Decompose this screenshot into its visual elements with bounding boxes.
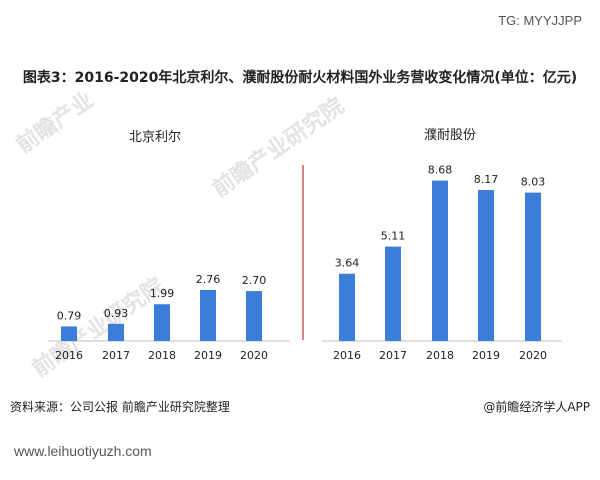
bar-beijing-lier-2020 (246, 291, 262, 341)
x-tick-label: 2016 (55, 349, 83, 362)
bar-punai-2018 (432, 180, 448, 341)
x-tick-label: 2019 (472, 349, 500, 362)
data-label: 8.68 (428, 164, 453, 177)
x-tick-label: 2020 (519, 349, 547, 362)
bar-punai-2019 (478, 190, 494, 341)
source-note: 资料来源：公司公报 前瞻产业研究院整理 (10, 400, 230, 414)
x-tick-label: 2020 (240, 349, 268, 362)
x-tick-label: 2018 (426, 349, 454, 362)
x-tick-label: 2017 (379, 349, 407, 362)
data-label: 2.76 (196, 273, 221, 286)
data-label: 2.70 (242, 274, 267, 287)
chart-title: 图表3：2016-2020年北京利尔、濮耐股份耐火材料国外业务营收变化情况(单位… (22, 70, 578, 86)
bar-punai-2020 (525, 192, 541, 341)
tag-label: TG: MYYJJPP (492, 10, 588, 31)
bar-punai-2017 (385, 246, 401, 341)
credit-note: @前瞻经济学人APP (483, 400, 590, 414)
bar-beijing-lier-2019 (200, 290, 216, 341)
bar-beijing-lier-2017 (108, 323, 124, 341)
data-label: 0.79 (57, 309, 82, 322)
site-url: www.leihuotiyuzh.com (8, 441, 158, 461)
x-tick-label: 2017 (102, 349, 130, 362)
data-label: 5.11 (381, 230, 406, 243)
data-label: 3.64 (335, 257, 360, 270)
data-label: 1.99 (150, 287, 175, 300)
data-label: 0.93 (104, 307, 129, 320)
x-tick-label: 2019 (194, 349, 222, 362)
data-label: 8.17 (474, 173, 499, 186)
x-tick-label: 2016 (333, 349, 361, 362)
bar-beijing-lier-2018 (154, 304, 170, 341)
bar-beijing-lier-2016 (61, 326, 77, 341)
x-tick-label: 2018 (148, 349, 176, 362)
panel-title-beijing-lier: 北京利尔 (129, 130, 181, 145)
bar-punai-2016 (339, 273, 355, 341)
data-label: 8.03 (521, 176, 546, 189)
panel-title-punai: 濮耐股份 (424, 128, 476, 143)
